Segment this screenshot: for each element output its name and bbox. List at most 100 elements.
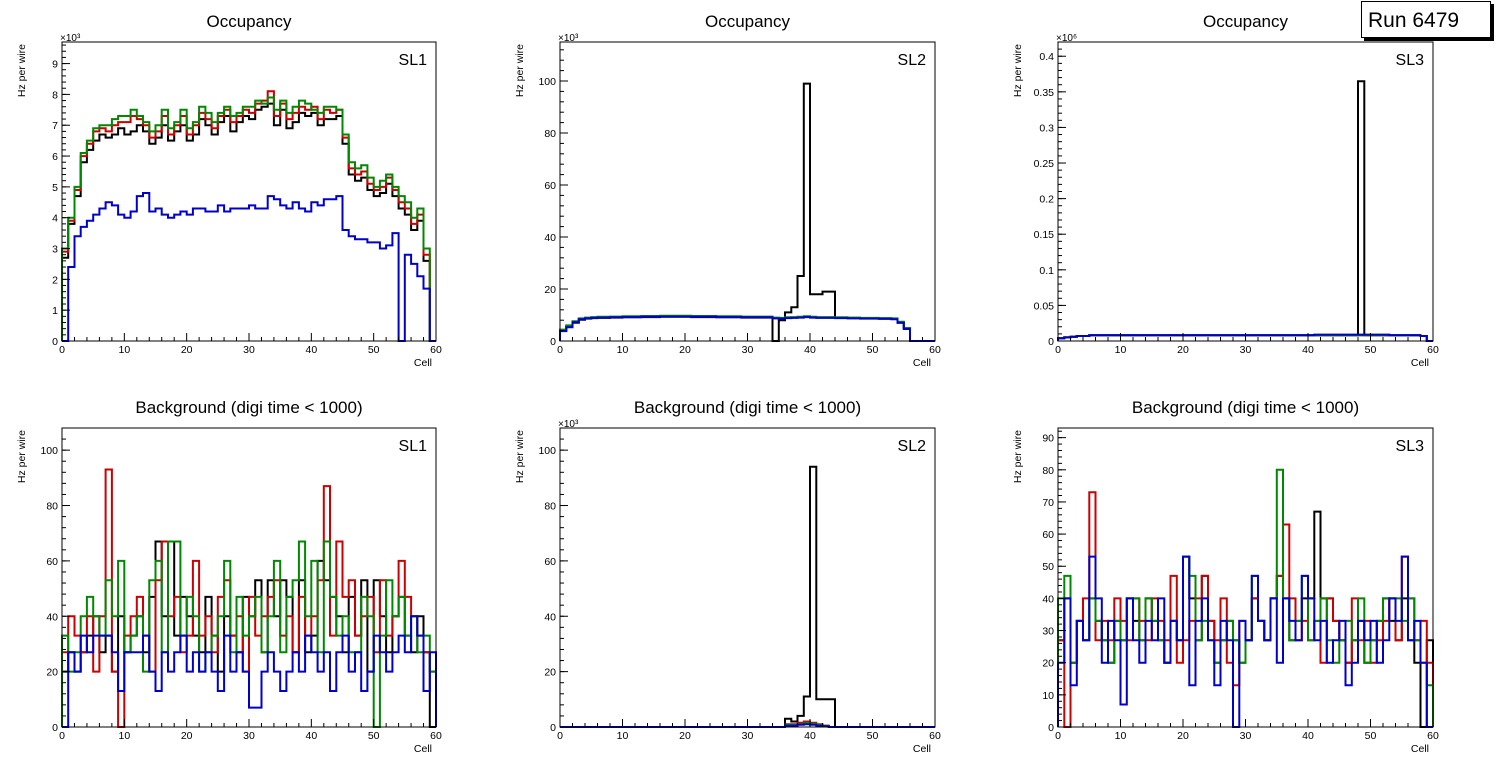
y-tick-label: 3 bbox=[52, 244, 58, 256]
x-axis-label: Cell bbox=[913, 357, 931, 369]
y-axis-exponent: ×10³ bbox=[558, 33, 579, 44]
y-tick-label: 60 bbox=[46, 556, 58, 568]
y-axis-label: Hz per wire bbox=[1012, 430, 1024, 483]
y-tick-label: 30 bbox=[1042, 626, 1054, 638]
chart-panel-6: Background (digi time < 1000) SL3 0 10 20 30 4… bbox=[1012, 398, 1439, 755]
y-tick-label: 20 bbox=[1042, 658, 1054, 670]
y-tick-label: 100 bbox=[40, 445, 58, 457]
y-tick-label: 80 bbox=[46, 501, 58, 513]
x-tick-label: 60 bbox=[929, 730, 941, 742]
y-tick-label: 1 bbox=[52, 305, 58, 317]
series-4-line bbox=[1057, 555, 1433, 728]
series-3-line bbox=[1057, 468, 1434, 727]
series-4-line bbox=[559, 315, 935, 342]
x-tick-label: 0 bbox=[1055, 344, 1061, 356]
series-4-line bbox=[62, 615, 437, 728]
y-tick-label: 80 bbox=[544, 501, 556, 513]
y-tick-label: 20 bbox=[46, 667, 58, 679]
chart-title: Occupancy bbox=[705, 12, 791, 31]
x-tick-label: 40 bbox=[1302, 730, 1314, 742]
y-tick-label: 0.15 bbox=[1034, 229, 1055, 241]
y-tick-label: 0 bbox=[550, 722, 556, 734]
y-tick-label: 70 bbox=[1042, 497, 1054, 509]
y-tick-label: 40 bbox=[1042, 593, 1054, 605]
y-axis-exponent: ×10³ bbox=[558, 419, 579, 430]
superlayer-label: SL3 bbox=[1396, 438, 1425, 455]
chart-panel-2: Occupancy SL2 0 10 20 30 40 50 60 0 20 40 60 80 100 ×10… bbox=[514, 12, 941, 369]
x-tick-label: 60 bbox=[1427, 730, 1439, 742]
superlayer-label: SL3 bbox=[1396, 52, 1425, 69]
y-tick-label: 0.05 bbox=[1034, 300, 1055, 312]
x-axis-label: Cell bbox=[414, 743, 432, 755]
series-4-line bbox=[62, 192, 436, 342]
y-tick-label: 0 bbox=[550, 336, 556, 348]
y-tick-label: 0.2 bbox=[1039, 194, 1054, 206]
y-tick-label: 8 bbox=[52, 89, 58, 101]
chart-title: Occupancy bbox=[1203, 12, 1289, 31]
y-tick-label: 20 bbox=[544, 284, 556, 296]
x-tick-label: 0 bbox=[557, 730, 563, 742]
x-tick-label: 40 bbox=[804, 344, 816, 356]
y-tick-label: 80 bbox=[544, 128, 556, 140]
x-tick-label: 50 bbox=[867, 344, 879, 356]
y-tick-label: 40 bbox=[46, 611, 58, 623]
y-tick-label: 7 bbox=[52, 120, 58, 132]
x-axis-label: Cell bbox=[913, 743, 931, 755]
y-tick-label: 100 bbox=[538, 445, 556, 457]
chart-title: Background (digi time < 1000) bbox=[634, 398, 861, 417]
y-axis-exponent: ×10⁶ bbox=[1056, 33, 1077, 44]
x-tick-label: 10 bbox=[617, 344, 629, 356]
x-tick-label: 50 bbox=[368, 344, 380, 356]
series-4-line bbox=[1057, 333, 1433, 342]
superlayer-label: SL1 bbox=[399, 438, 428, 455]
y-tick-label: 40 bbox=[544, 232, 556, 244]
y-tick-label: 4 bbox=[52, 213, 58, 225]
y-tick-label: 0.25 bbox=[1034, 158, 1055, 170]
y-axis-label: Hz per wire bbox=[16, 44, 28, 97]
x-tick-label: 20 bbox=[1177, 344, 1189, 356]
y-tick-label: 60 bbox=[1042, 529, 1054, 541]
chart-panel-4: Background (digi time < 1000) SL1 0 10 20 30 4… bbox=[16, 398, 442, 755]
x-tick-label: 0 bbox=[59, 730, 65, 742]
y-tick-label: 20 bbox=[544, 667, 556, 679]
y-tick-label: 9 bbox=[52, 59, 58, 71]
x-tick-label: 40 bbox=[305, 344, 317, 356]
superlayer-label: SL2 bbox=[898, 52, 927, 69]
x-tick-label: 60 bbox=[430, 344, 442, 356]
superlayer-label: SL2 bbox=[898, 438, 927, 455]
x-tick-label: 0 bbox=[557, 344, 563, 356]
y-axis-label: Hz per wire bbox=[514, 430, 526, 483]
x-tick-label: 30 bbox=[742, 344, 754, 356]
x-tick-label: 50 bbox=[1365, 730, 1377, 742]
chart-panel-3: Occupancy SL3 0 10 20 30 40 50 60 0 0.05 0.1 0.15 0.2… bbox=[1012, 12, 1439, 369]
y-tick-label: 10 bbox=[1042, 690, 1054, 702]
y-tick-label: 2 bbox=[52, 274, 58, 286]
x-tick-label: 10 bbox=[1115, 344, 1127, 356]
chart-title: Background (digi time < 1000) bbox=[1132, 398, 1359, 417]
x-tick-label: 10 bbox=[617, 730, 629, 742]
x-tick-label: 20 bbox=[181, 344, 193, 356]
y-tick-label: 50 bbox=[1042, 561, 1054, 573]
x-tick-label: 30 bbox=[1240, 344, 1252, 356]
y-tick-label: 0.35 bbox=[1034, 87, 1055, 99]
x-tick-label: 30 bbox=[742, 730, 754, 742]
x-tick-label: 10 bbox=[118, 730, 130, 742]
y-tick-label: 80 bbox=[1042, 465, 1054, 477]
y-tick-label: 0.3 bbox=[1039, 122, 1054, 134]
x-tick-label: 20 bbox=[679, 730, 691, 742]
chart-title: Background (digi time < 1000) bbox=[135, 398, 362, 417]
x-axis-label: Cell bbox=[1411, 357, 1429, 369]
x-tick-label: 50 bbox=[867, 730, 879, 742]
x-axis-label: Cell bbox=[1411, 743, 1429, 755]
y-tick-label: 40 bbox=[544, 611, 556, 623]
y-tick-label: 90 bbox=[1042, 433, 1054, 445]
y-tick-label: 0 bbox=[52, 336, 58, 348]
x-axis-label: Cell bbox=[414, 357, 432, 369]
y-axis-label: Hz per wire bbox=[1012, 44, 1024, 97]
y-tick-label: 5 bbox=[52, 182, 58, 194]
y-axis-label: Hz per wire bbox=[514, 44, 526, 97]
x-tick-label: 30 bbox=[243, 344, 255, 356]
chart-title: Occupancy bbox=[206, 12, 292, 31]
x-tick-label: 30 bbox=[1240, 730, 1252, 742]
